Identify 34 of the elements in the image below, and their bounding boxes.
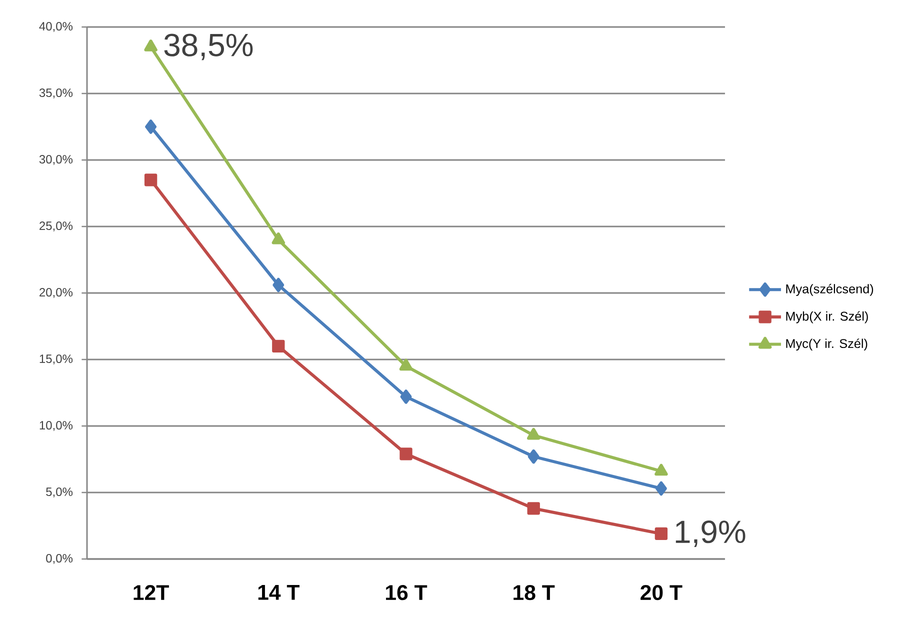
x-tick-label: 18 T (514, 585, 555, 600)
point (655, 481, 667, 496)
y-tick-label: 30,0% (39, 155, 73, 165)
point (145, 120, 157, 134)
legend-label: Mya(szélcsend) (786, 284, 874, 296)
y-tick-label: 15,0% (40, 354, 73, 364)
point (528, 449, 540, 464)
point (527, 502, 540, 515)
data-label: 1,9% (676, 520, 746, 547)
y-tick-label: 10,0% (40, 421, 73, 431)
point (144, 174, 158, 186)
x-tick-label: 12T (134, 585, 169, 600)
point (272, 278, 284, 292)
x-tick-label: 16 T (386, 585, 428, 600)
point (272, 340, 285, 353)
y-tick-label: 20,0% (40, 288, 73, 298)
point (400, 448, 412, 460)
point (400, 390, 412, 404)
data-label: 38,5% (164, 34, 253, 60)
x-tick-label: 14 T (258, 585, 300, 600)
point (399, 358, 413, 371)
point (654, 464, 668, 476)
legend-label: Myc(Y ir. Szél) (786, 338, 868, 351)
y-tick-label: 5,0% (46, 488, 73, 498)
point (654, 527, 668, 540)
y-tick-label: 25,0% (40, 222, 73, 232)
y-tick-label: 35,0% (39, 88, 73, 98)
point (526, 428, 540, 440)
point (272, 232, 286, 244)
x-tick-label: 20 T (640, 585, 682, 600)
y-tick-label: 0,0% (46, 554, 73, 564)
point (144, 40, 158, 52)
y-tick-label: 40,0% (39, 22, 73, 32)
legend-label: Myb(X ir. Szél) (786, 311, 868, 324)
